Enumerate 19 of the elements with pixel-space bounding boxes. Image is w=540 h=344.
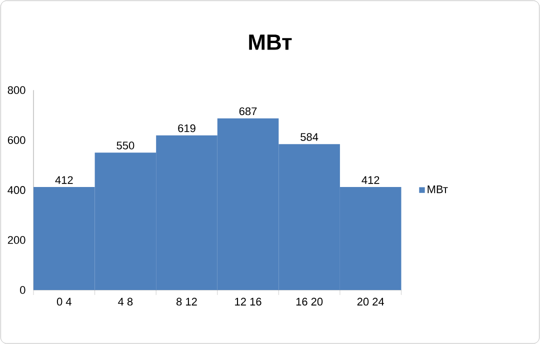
data-label: 584 <box>300 133 318 141</box>
data-label: 687 <box>239 107 257 116</box>
legend-label: МВт <box>428 185 448 194</box>
data-label: 412 <box>362 176 380 184</box>
x-tick-label: 8 12 <box>176 298 197 306</box>
data-label: 619 <box>178 124 196 132</box>
x-tick-label: 16 20 <box>296 298 323 306</box>
y-tick-label: 800 <box>8 86 26 94</box>
y-tick-label: 200 <box>8 236 26 244</box>
y-tick-label: 0 <box>20 286 26 294</box>
y-tick-label: 400 <box>8 186 26 194</box>
x-tick-label: 12 16 <box>235 298 262 306</box>
chart-title: МВт <box>249 34 292 50</box>
x-tick-label: 20 24 <box>357 298 384 306</box>
data-label: 550 <box>116 142 134 150</box>
data-label: 412 <box>55 176 73 184</box>
x-tick-label: 4 8 <box>118 298 133 306</box>
y-tick-label: 600 <box>8 136 26 144</box>
x-tick-label: 0 4 <box>56 298 72 306</box>
